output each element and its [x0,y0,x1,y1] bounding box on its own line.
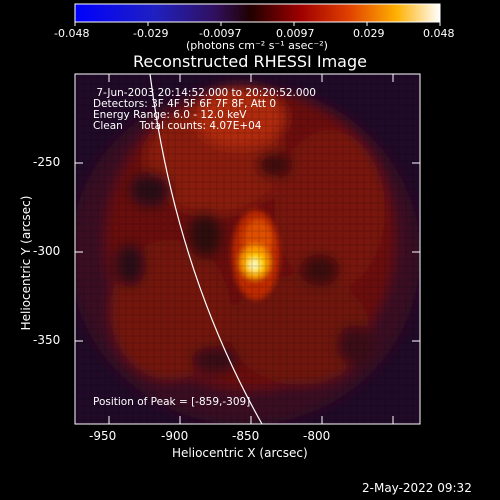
colorbar-unit-label: (photons cm⁻² s⁻¹ asec⁻²) [186,39,328,52]
colorbar-tick: -0.029 [133,27,169,40]
y-tick-label: -250 [33,155,61,169]
colorbar-tick: 0.029 [353,27,385,40]
x-axis-ticks [108,74,394,424]
colorbar [74,3,441,26]
colorbar-tick: 0.048 [423,27,455,40]
info-clean-counts: Clean Total counts: 4.07E+04 [93,120,262,132]
x-tick-label: -850 [232,429,260,443]
x-tick-label: -800 [303,429,331,443]
colorbar-gradient [74,3,441,23]
peak-position: Position of Peak = [-859,-309] [93,396,251,408]
colorbar-tick: -0.0097 [199,27,242,40]
x-tick-label: -900 [161,429,189,443]
info-time-range: 7-Jun-2003 20:14:52.000 to 20:20:52.000 [93,87,316,99]
x-tick-label: -950 [89,429,117,443]
timestamp: 2-May-2022 09:32 [362,481,472,495]
solar-limb-line [149,74,263,424]
y-axis-ticks [75,162,420,342]
colorbar-tick: 0.0097 [276,27,315,40]
y-tick-label: -350 [33,333,61,347]
plot-title: Reconstructed RHESSI Image [133,52,367,71]
info-detectors: Detectors: 3F 4F 5F 6F 7F 8F, Att 0 [93,98,277,110]
colorbar-tick: -0.048 [54,27,90,40]
info-energy-range: Energy Range: 6.0 - 12.0 keV [93,109,247,121]
y-tick-label: -300 [33,244,61,258]
x-axis-label: Heliocentric X (arcsec) [172,446,308,460]
y-axis-label: Heliocentric Y (arcsec) [19,195,33,331]
plot-frame [74,73,421,425]
image-area [75,74,420,424]
